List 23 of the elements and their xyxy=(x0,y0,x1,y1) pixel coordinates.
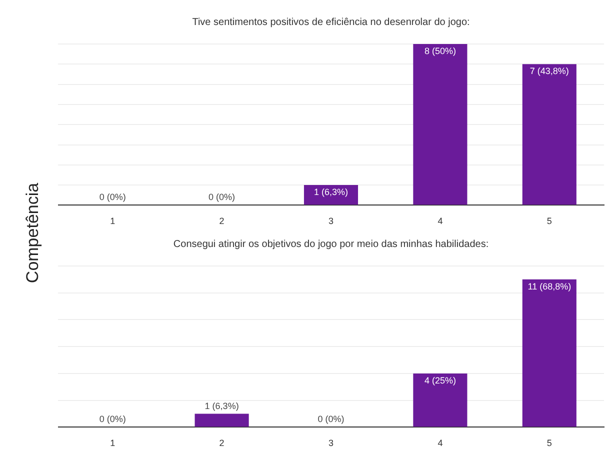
x-tick-label: 4 xyxy=(438,216,443,226)
x-tick-label: 3 xyxy=(328,216,334,226)
x-tick-label: 4 xyxy=(438,438,443,448)
x-tick-label: 2 xyxy=(219,216,224,226)
data-label: 0 (0%) xyxy=(318,414,344,424)
data-label: 0 (0%) xyxy=(99,192,126,202)
x-tick-label: 1 xyxy=(110,216,116,226)
x-tick-label: 1 xyxy=(110,438,116,448)
data-label: 1 (6,3%) xyxy=(204,400,239,411)
x-tick-label: 5 xyxy=(546,216,552,226)
data-label: 7 (43,8%) xyxy=(530,66,569,76)
x-tick-label: 5 xyxy=(546,438,552,448)
data-label: 11 (68,8%) xyxy=(528,281,572,292)
x-tick-label: 2 xyxy=(219,438,224,448)
data-label: 1 (6,3%) xyxy=(314,187,348,198)
chart-title: Tive sentimentos positivos de eficiência no desenrolar do jogo: xyxy=(192,16,470,28)
y-axis-title: Competência xyxy=(23,182,43,283)
x-tick-label: 3 xyxy=(328,438,334,448)
data-label: 8 (50%) xyxy=(424,46,456,56)
data-label: 0 (0%) xyxy=(208,192,236,202)
chart-title: Consegui atingir os objetivos do jogo por meio das minhas habilidades: xyxy=(173,238,489,250)
data-label: 0 (0%) xyxy=(99,414,126,424)
data-label: 4 (25%) xyxy=(424,375,456,386)
